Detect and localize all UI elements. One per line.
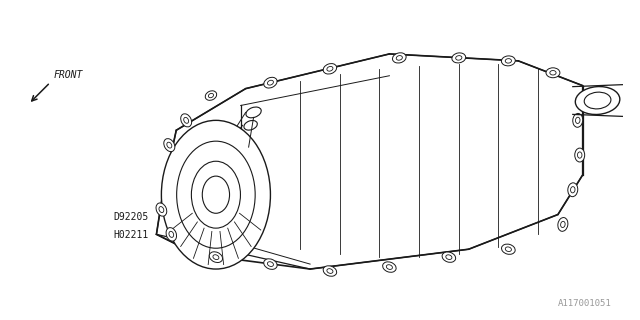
Ellipse shape xyxy=(161,120,271,269)
Ellipse shape xyxy=(184,117,189,123)
Ellipse shape xyxy=(268,80,273,85)
Ellipse shape xyxy=(213,255,219,260)
Ellipse shape xyxy=(323,64,337,74)
Ellipse shape xyxy=(573,113,582,127)
Ellipse shape xyxy=(568,183,578,197)
Ellipse shape xyxy=(244,121,257,130)
Ellipse shape xyxy=(550,70,556,75)
Ellipse shape xyxy=(209,93,214,98)
Ellipse shape xyxy=(396,56,403,60)
Ellipse shape xyxy=(456,56,462,60)
Ellipse shape xyxy=(177,141,255,248)
Ellipse shape xyxy=(156,203,167,216)
Ellipse shape xyxy=(505,247,511,252)
Ellipse shape xyxy=(159,207,164,212)
Ellipse shape xyxy=(383,262,396,272)
Ellipse shape xyxy=(575,86,620,115)
Ellipse shape xyxy=(584,92,611,109)
Ellipse shape xyxy=(264,259,277,269)
Ellipse shape xyxy=(327,67,333,71)
Text: H02211: H02211 xyxy=(114,229,149,240)
Ellipse shape xyxy=(392,53,406,63)
Ellipse shape xyxy=(205,91,217,100)
Ellipse shape xyxy=(575,117,580,124)
Ellipse shape xyxy=(442,252,456,262)
Text: FRONT: FRONT xyxy=(53,70,83,80)
Text: A117001051: A117001051 xyxy=(558,299,612,308)
Polygon shape xyxy=(156,54,582,269)
Ellipse shape xyxy=(501,56,515,66)
Ellipse shape xyxy=(209,252,223,262)
Ellipse shape xyxy=(577,152,582,158)
Ellipse shape xyxy=(164,139,175,152)
Ellipse shape xyxy=(166,228,177,241)
Ellipse shape xyxy=(264,77,277,88)
Ellipse shape xyxy=(570,187,575,193)
Ellipse shape xyxy=(246,107,261,118)
Ellipse shape xyxy=(558,218,568,231)
Ellipse shape xyxy=(387,265,392,269)
Text: D92205: D92205 xyxy=(114,212,149,222)
Ellipse shape xyxy=(202,176,230,213)
Ellipse shape xyxy=(327,269,333,273)
Ellipse shape xyxy=(167,142,172,148)
Ellipse shape xyxy=(505,59,511,63)
Ellipse shape xyxy=(180,114,191,127)
Ellipse shape xyxy=(452,53,466,63)
Ellipse shape xyxy=(323,266,337,276)
Ellipse shape xyxy=(561,221,565,228)
Ellipse shape xyxy=(191,161,241,228)
Ellipse shape xyxy=(446,255,452,260)
Ellipse shape xyxy=(268,262,273,267)
Ellipse shape xyxy=(546,68,560,78)
Ellipse shape xyxy=(169,231,173,237)
Ellipse shape xyxy=(502,244,515,254)
Ellipse shape xyxy=(575,148,585,162)
